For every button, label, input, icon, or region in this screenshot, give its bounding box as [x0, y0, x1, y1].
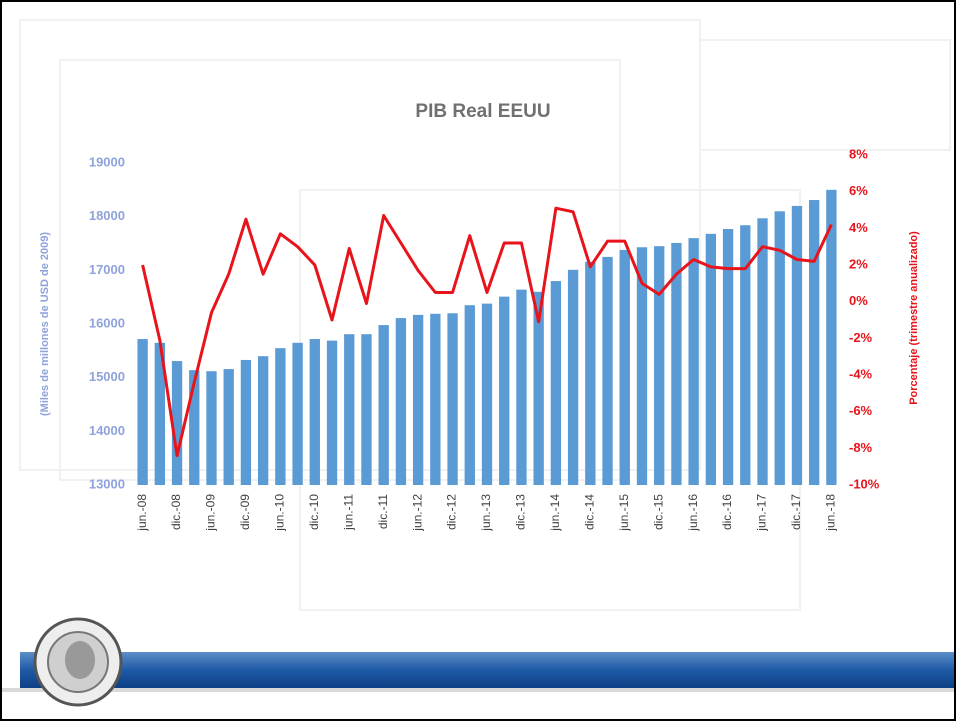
bar	[378, 325, 389, 485]
y2-tick-label: -8%	[849, 440, 873, 455]
x-tick-label: jun.-08	[135, 494, 149, 532]
bar	[171, 361, 183, 485]
y-axis-label: (Miles de millones de USD de 2009)	[39, 232, 51, 416]
y-tick-label: 13000	[89, 476, 125, 491]
x-tick-label: jun.-09	[204, 494, 218, 532]
bar	[516, 289, 527, 485]
bar	[757, 218, 768, 485]
bar	[602, 256, 613, 485]
bar	[567, 269, 579, 485]
x-tick-label: dic.-14	[582, 494, 596, 530]
x-tick-label: dic.-16	[720, 494, 734, 530]
y2-tick-label: -2%	[849, 330, 873, 345]
x-tick-label: jun.-13	[479, 494, 493, 532]
y2-tick-label: 8%	[849, 146, 868, 161]
bar	[533, 291, 544, 485]
y-tick-label: 15000	[89, 369, 125, 384]
x-tick-label: dic.-12	[445, 494, 459, 530]
bar	[240, 359, 252, 485]
y-tick-label: 14000	[89, 423, 125, 438]
y-tick-label: 17000	[89, 262, 125, 277]
chart-title: PIB Real EEUU	[415, 101, 550, 122]
x-tick-label: dic.-17	[789, 494, 803, 530]
decor	[19, 19, 951, 611]
bar	[619, 249, 630, 485]
bar	[481, 303, 493, 485]
bar	[550, 281, 562, 485]
footer-band	[20, 652, 956, 688]
bar	[774, 211, 785, 486]
bar	[154, 342, 165, 485]
y-tick-label: 16000	[89, 315, 125, 330]
bar	[275, 348, 286, 485]
y2-tick-label: -10%	[849, 476, 880, 491]
bar	[722, 229, 734, 485]
bar	[309, 339, 320, 485]
bar	[740, 225, 751, 485]
x-tick-label: jun.-11	[341, 494, 355, 531]
bar	[326, 340, 338, 485]
y2-tick-label: 4%	[849, 220, 868, 235]
bar	[292, 342, 303, 485]
x-tick-label: jun.-12	[410, 494, 424, 532]
bar	[361, 334, 372, 485]
bar	[223, 369, 234, 485]
bar	[430, 313, 441, 485]
bar	[826, 189, 837, 486]
x-tick-label: dic.-10	[307, 494, 321, 530]
bar	[499, 296, 510, 485]
logo	[33, 617, 123, 707]
bar	[585, 261, 596, 485]
x-tick-label: dic.-15	[651, 494, 665, 530]
line	[141, 206, 833, 458]
x-tick-label: jun.-10	[273, 494, 287, 532]
y2-tick-label: 0%	[849, 293, 868, 308]
bar	[412, 314, 424, 485]
bar	[671, 242, 682, 485]
y2-tick-label: -4%	[849, 366, 873, 381]
y-tick-label: 19000	[89, 154, 125, 169]
bar	[344, 334, 355, 485]
x-tick-label: dic.-13	[514, 494, 528, 530]
x-tick-label: jun.-16	[686, 494, 700, 532]
x-tick-label: jun.-17	[755, 494, 769, 532]
y2-tick-label: 6%	[849, 183, 868, 198]
bar	[464, 305, 475, 485]
x-tick-label: dic.-09	[238, 494, 252, 530]
y2-tick-label: -6%	[849, 403, 873, 418]
y-tick-label: 18000	[89, 208, 125, 223]
bar	[636, 247, 648, 485]
bar	[654, 246, 665, 485]
y2-tick-label: 2%	[849, 256, 868, 271]
x-tick-label: jun.-14	[548, 494, 562, 532]
bar	[206, 371, 217, 485]
bar	[395, 318, 407, 485]
bar	[447, 313, 458, 485]
x-tick-label: jun.-15	[617, 494, 631, 532]
x-tick-label: dic.-08	[169, 494, 183, 530]
footer-line	[0, 688, 956, 692]
bar	[705, 233, 717, 485]
bar	[688, 238, 699, 485]
bar	[189, 370, 200, 485]
y2-axis-label: Porcentaje (trimestre anualizado)	[908, 231, 920, 405]
bar	[257, 356, 269, 485]
bar	[791, 205, 803, 485]
x-tick-label: dic.-11	[376, 494, 390, 529]
bar	[137, 339, 148, 485]
x-tick-label: jun.-18	[824, 494, 838, 532]
bar	[809, 200, 820, 485]
